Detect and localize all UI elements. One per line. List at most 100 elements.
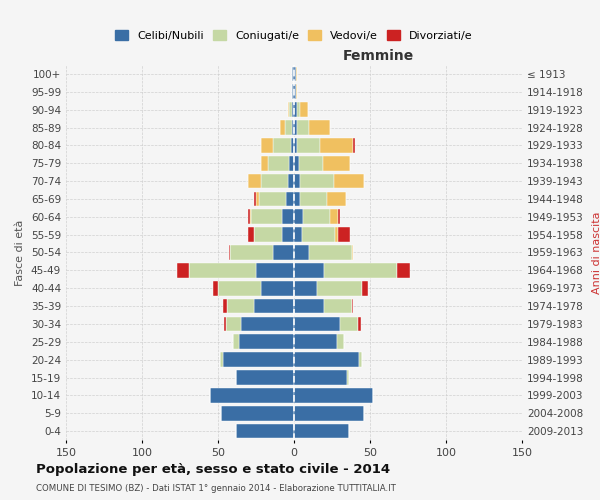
Bar <box>260 281 294 295</box>
Bar <box>353 138 355 152</box>
Bar <box>223 298 227 314</box>
Bar <box>323 156 350 170</box>
Bar <box>294 138 297 152</box>
Bar <box>309 120 331 135</box>
Bar <box>338 228 350 242</box>
Bar <box>226 316 241 331</box>
Bar <box>256 263 294 278</box>
Bar <box>254 228 282 242</box>
Bar <box>285 120 292 135</box>
Bar <box>294 424 349 438</box>
Legend: Celibi/Nubili, Coniugati/e, Vedovi/e, Divorziati/e: Celibi/Nubili, Coniugati/e, Vedovi/e, Di… <box>111 26 477 45</box>
Bar <box>294 156 299 170</box>
Bar <box>294 298 325 314</box>
Bar <box>177 263 189 278</box>
Bar <box>294 263 325 278</box>
Bar <box>239 334 294 349</box>
Bar <box>286 192 294 206</box>
Bar <box>294 174 300 188</box>
Bar <box>260 138 273 152</box>
Bar <box>288 174 294 188</box>
Bar <box>220 352 223 367</box>
Bar <box>362 281 368 295</box>
Bar <box>254 192 256 206</box>
Bar <box>294 334 337 349</box>
Bar <box>259 192 286 206</box>
Bar <box>289 156 294 170</box>
Bar <box>233 334 239 349</box>
Bar <box>302 228 335 242</box>
Bar <box>273 245 294 260</box>
Bar <box>334 174 364 188</box>
Bar <box>352 245 353 260</box>
Bar <box>325 263 397 278</box>
Bar <box>317 281 362 295</box>
Bar <box>248 228 254 242</box>
Bar <box>294 102 297 117</box>
Bar <box>282 210 294 224</box>
Bar <box>292 84 294 99</box>
Bar <box>320 138 353 152</box>
Bar <box>297 120 309 135</box>
Bar <box>292 120 294 135</box>
Bar <box>358 316 361 331</box>
Bar <box>248 174 260 188</box>
Bar <box>256 192 259 206</box>
Bar <box>294 316 340 331</box>
Bar <box>211 388 294 402</box>
Bar <box>331 210 338 224</box>
Bar <box>236 370 294 385</box>
Bar <box>294 406 364 420</box>
Bar <box>273 138 291 152</box>
Text: Popolazione per età, sesso e stato civile - 2014: Popolazione per età, sesso e stato civil… <box>36 462 390 475</box>
Bar <box>300 192 328 206</box>
Bar <box>292 102 294 117</box>
Y-axis label: Fasce di età: Fasce di età <box>16 220 25 286</box>
Bar <box>280 120 285 135</box>
Bar <box>221 406 294 420</box>
Bar <box>236 424 294 438</box>
Bar <box>294 66 296 81</box>
Bar <box>260 174 288 188</box>
Bar <box>309 245 352 260</box>
Bar <box>352 298 353 314</box>
Bar <box>294 228 302 242</box>
Bar <box>223 352 294 367</box>
Bar <box>338 210 340 224</box>
Bar <box>230 245 273 260</box>
Bar <box>288 102 289 117</box>
Bar <box>294 281 317 295</box>
Text: COMUNE DI TESIMO (BZ) - Dati ISTAT 1° gennaio 2014 - Elaborazione TUTTITALIA.IT: COMUNE DI TESIMO (BZ) - Dati ISTAT 1° ge… <box>36 484 396 493</box>
Bar <box>299 156 323 170</box>
Bar <box>300 174 334 188</box>
Bar <box>229 245 230 260</box>
Bar <box>294 388 373 402</box>
Bar <box>300 102 308 117</box>
Bar <box>224 316 226 331</box>
Bar <box>359 352 362 367</box>
Bar <box>254 298 294 314</box>
Bar <box>214 281 218 295</box>
Bar <box>268 156 289 170</box>
Bar <box>294 84 296 99</box>
Bar <box>340 316 358 331</box>
Bar <box>282 228 294 242</box>
Bar <box>241 316 294 331</box>
Bar <box>397 263 410 278</box>
Bar <box>303 210 331 224</box>
Bar <box>337 334 344 349</box>
Bar <box>294 245 309 260</box>
Bar <box>296 84 297 99</box>
Bar <box>189 263 256 278</box>
Bar <box>296 66 297 81</box>
Bar <box>335 228 338 242</box>
Bar <box>325 298 352 314</box>
Bar <box>250 210 251 224</box>
Bar <box>260 156 268 170</box>
Bar <box>297 138 320 152</box>
Text: Femmine: Femmine <box>343 49 414 63</box>
Bar <box>218 281 260 295</box>
Bar <box>294 352 359 367</box>
Bar <box>291 138 294 152</box>
Bar <box>294 120 297 135</box>
